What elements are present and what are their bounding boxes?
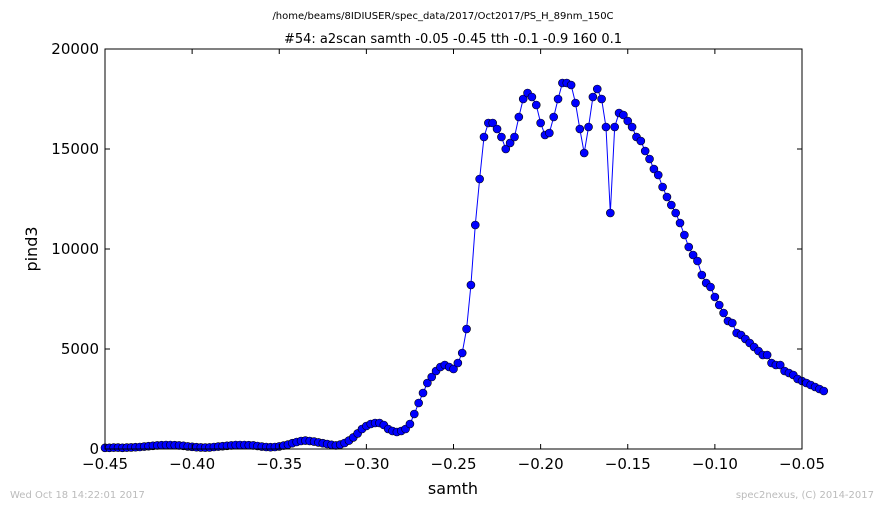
x-tick-label: −0.20 (518, 455, 564, 473)
data-point (505, 138, 515, 148)
data-point (423, 378, 432, 388)
x-tick-label: −0.40 (169, 455, 215, 473)
data-point (680, 230, 689, 240)
data-point (588, 92, 598, 102)
data-point (706, 282, 715, 292)
data-point (501, 144, 511, 154)
data-point (645, 154, 654, 164)
data-point (405, 419, 415, 429)
series-markers (100, 78, 829, 453)
data-point (675, 218, 685, 228)
data-point (662, 192, 672, 202)
y-tick-label: 10000 (51, 240, 99, 258)
data-point (762, 350, 772, 360)
data-point (727, 318, 737, 328)
x-tick-label: −0.35 (256, 455, 302, 473)
data-point (667, 200, 676, 210)
data-point (606, 208, 615, 218)
data-point (475, 174, 484, 184)
data-point (592, 84, 602, 94)
data-point (819, 386, 829, 396)
data-point (510, 132, 519, 142)
data-point (457, 348, 467, 358)
data-point (414, 398, 423, 408)
series-line-path (105, 82, 824, 449)
footer-timestamp: Wed Oct 18 14:22:01 2017 (10, 490, 145, 501)
x-axis: −0.45 −0.40 −0.35 −0.30 −0.25 −0.20 −0.15 −0.10… (82, 49, 825, 473)
data-point (640, 146, 650, 156)
data-point (427, 372, 437, 382)
data-point (518, 94, 528, 104)
data-point (653, 170, 663, 180)
x-axis-label: samth (428, 479, 478, 498)
data-point (479, 132, 489, 142)
data-point (610, 122, 619, 132)
x-tick-label: −0.05 (779, 455, 825, 473)
data-point (453, 358, 463, 368)
data-point (566, 80, 576, 90)
data-point (492, 124, 502, 134)
data-point (553, 94, 563, 104)
data-point (497, 132, 506, 142)
data-point (579, 148, 589, 158)
data-point (636, 136, 646, 146)
y-axis: 0 5000 10000 15000 20000 (51, 40, 802, 458)
data-point (545, 128, 554, 138)
y-tick-label: 5000 (61, 340, 99, 358)
data-point (719, 308, 728, 318)
data-point (470, 220, 480, 230)
data-point (688, 250, 698, 260)
y-tick-label: 0 (89, 440, 99, 458)
data-point (449, 364, 458, 374)
y-axis-label: pind3 (22, 226, 41, 271)
data-point (575, 124, 585, 134)
plot-frame (104, 48, 803, 450)
data-point (418, 388, 428, 398)
y-tick-label: 15000 (51, 140, 99, 158)
data-point (462, 324, 471, 334)
data-point (597, 94, 606, 104)
data-point (649, 164, 659, 174)
footer-credit: spec2nexus, (C) 2014-2017 (736, 490, 874, 501)
data-point (693, 256, 702, 266)
plot-area (100, 78, 829, 453)
data-point (571, 98, 580, 108)
x-tick-label: −0.15 (605, 455, 651, 473)
data-point (514, 112, 524, 122)
data-point (488, 118, 498, 128)
data-point (549, 112, 558, 122)
data-point (466, 280, 476, 290)
data-point (584, 122, 593, 132)
y-tick-label: 20000 (51, 40, 99, 58)
x-tick-label: −0.25 (431, 455, 477, 473)
data-point (531, 100, 541, 110)
chart-title: #54: a2scan samth -0.05 -0.45 tth -0.1 -… (284, 32, 622, 47)
data-point (619, 110, 628, 120)
x-tick-label: −0.10 (692, 455, 738, 473)
data-point (623, 116, 633, 126)
data-point (714, 300, 724, 310)
data-point (527, 92, 537, 102)
data-point (710, 292, 720, 302)
series-line (105, 82, 824, 449)
data-point (627, 122, 637, 132)
chart-suptitle: /home/beams/8IDIUSER/spec_data/2017/Oct2… (272, 11, 613, 22)
data-point (697, 270, 707, 280)
data-point (536, 118, 545, 128)
x-tick-label: −0.45 (82, 455, 128, 473)
data-point (775, 360, 785, 370)
data-point (601, 122, 611, 132)
data-point (671, 208, 680, 218)
data-point (658, 182, 667, 192)
data-point (409, 409, 419, 419)
x-tick-label: −0.30 (343, 455, 389, 473)
data-point (684, 242, 694, 252)
